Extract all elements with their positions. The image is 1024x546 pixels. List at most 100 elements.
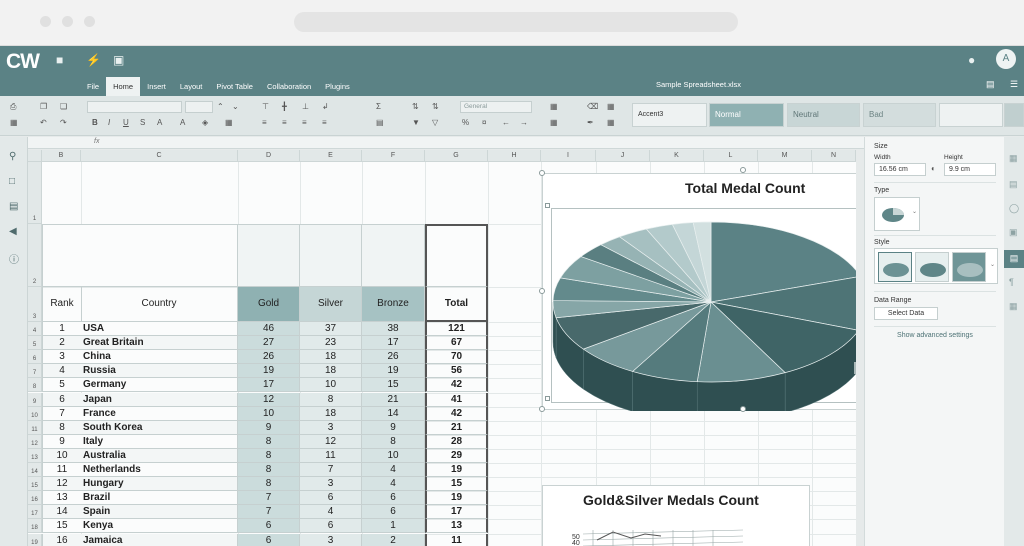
- chart-style-gallery[interactable]: ⌄: [874, 248, 998, 284]
- align-left-icon[interactable]: ≡: [262, 118, 267, 127]
- chart-style-option[interactable]: [878, 252, 912, 282]
- save-icon[interactable]: ▦: [10, 118, 18, 127]
- chart-style-option[interactable]: [915, 252, 949, 282]
- hamburger-menu-icon[interactable]: ☰: [1010, 79, 1019, 89]
- chart-type-select[interactable]: ⌄: [874, 197, 920, 231]
- cell-total[interactable]: 41: [425, 392, 488, 407]
- lightning-icon[interactable]: ⚡: [86, 53, 101, 67]
- sum-icon[interactable]: Σ: [376, 102, 381, 111]
- align-center-icon[interactable]: ≡: [282, 118, 287, 127]
- cell-silver[interactable]: 18: [300, 350, 362, 365]
- row-header-17[interactable]: 17: [28, 505, 42, 520]
- window-close-dot[interactable]: [40, 16, 51, 27]
- text-art-icon[interactable]: ¶: [1009, 277, 1014, 287]
- header-bronze[interactable]: Bronze: [362, 287, 425, 322]
- align-middle-icon[interactable]: ╋: [282, 102, 287, 111]
- style-neutral[interactable]: Neutral: [787, 103, 860, 127]
- chart-style-option[interactable]: [952, 252, 986, 282]
- cell-gold[interactable]: 8: [238, 477, 300, 492]
- row-header-4[interactable]: 4: [28, 322, 42, 337]
- cell-bronze[interactable]: 9: [362, 420, 425, 435]
- image-icon[interactable]: ▣: [113, 53, 125, 67]
- column-header-n[interactable]: N: [812, 150, 856, 162]
- row-header-15[interactable]: 15: [28, 477, 42, 492]
- cell-bronze[interactable]: 1: [362, 519, 425, 534]
- cell-silver[interactable]: 3: [300, 477, 362, 492]
- subscript-icon[interactable]: A: [157, 118, 163, 127]
- shape-settings-icon[interactable]: ◯: [1009, 203, 1020, 213]
- speaker-icon[interactable]: ◀: [9, 226, 17, 237]
- cell-bronze[interactable]: 10: [362, 448, 425, 463]
- cell-rank[interactable]: 15: [42, 519, 82, 534]
- column-header-k[interactable]: K: [650, 150, 704, 162]
- paragraph-settings-icon[interactable]: ▤: [1009, 179, 1018, 189]
- cell-silver[interactable]: 18: [300, 364, 362, 379]
- cell-gold[interactable]: 6: [238, 519, 300, 534]
- pie-chart[interactable]: Total Medal Count: [542, 173, 856, 411]
- plot-handle[interactable]: [545, 203, 550, 208]
- increase-decimal-icon[interactable]: →: [520, 118, 528, 127]
- cell-silver[interactable]: 10: [300, 378, 362, 393]
- vertical-scroll-thumb[interactable]: [854, 362, 856, 374]
- cell-rank[interactable]: 10: [42, 448, 82, 463]
- cell-total[interactable]: 42: [425, 406, 488, 421]
- comments-icon[interactable]: □: [9, 176, 16, 187]
- cell-gold[interactable]: 8: [238, 434, 300, 449]
- cell-total[interactable]: 42: [425, 378, 488, 393]
- cell-gold[interactable]: 8: [238, 463, 300, 478]
- column-header-i[interactable]: I: [541, 150, 596, 162]
- column-header-m[interactable]: M: [758, 150, 812, 162]
- style-bad[interactable]: Bad: [863, 103, 936, 127]
- insert-cells-icon[interactable]: ▦: [550, 102, 558, 111]
- cell-total[interactable]: 13: [425, 519, 488, 534]
- cell-rank[interactable]: 16: [42, 533, 82, 546]
- cell-rank[interactable]: 5: [42, 378, 82, 393]
- cell-bronze[interactable]: 2: [362, 533, 425, 546]
- chart-settings-icon[interactable]: ▤: [1004, 250, 1024, 268]
- font-grow-icon[interactable]: ⌃: [217, 102, 224, 111]
- pie-slice-jamaica[interactable]: [692, 221, 712, 303]
- cell-silver[interactable]: 23: [300, 336, 362, 351]
- user-share-icon[interactable]: ●: [968, 53, 976, 67]
- cell-total[interactable]: 70: [425, 350, 488, 365]
- clear-filter-icon[interactable]: ▽: [432, 118, 439, 127]
- clear-icon[interactable]: ⌫: [587, 102, 599, 111]
- formula-input[interactable]: [106, 137, 862, 148]
- column-header-h[interactable]: H: [488, 150, 541, 162]
- column-header-f[interactable]: F: [362, 150, 425, 162]
- pie-slice-usa[interactable]: [710, 221, 856, 303]
- column-header-b[interactable]: B: [42, 150, 81, 162]
- line-chart[interactable]: Gold&Silver Medals Count 50 40: [542, 485, 810, 546]
- row-header-16[interactable]: 16: [28, 491, 42, 506]
- row-header-3[interactable]: 3: [28, 287, 42, 322]
- cell-country[interactable]: France: [81, 406, 238, 421]
- undo-icon[interactable]: ↶: [40, 118, 47, 127]
- cell-bronze[interactable]: 4: [362, 477, 425, 492]
- column-header-e[interactable]: E: [300, 150, 362, 162]
- filter-icon[interactable]: ▼: [412, 118, 420, 127]
- column-header-g[interactable]: G: [425, 150, 488, 162]
- cell-country[interactable]: Jamaica: [81, 533, 238, 546]
- header-silver[interactable]: Silver: [300, 287, 362, 322]
- row-header-11[interactable]: 11: [28, 420, 42, 435]
- select-data-button[interactable]: Select Data: [874, 307, 938, 320]
- info-icon[interactable]: ⓘ: [9, 255, 19, 266]
- window-minimize-dot[interactable]: [62, 16, 73, 27]
- sort-descending-icon[interactable]: ⇅: [432, 102, 439, 111]
- cell-bronze[interactable]: 19: [362, 364, 425, 379]
- cell-country[interactable]: Kenya: [81, 519, 238, 534]
- cell-rank[interactable]: 14: [42, 505, 82, 520]
- cell-gold[interactable]: 9: [238, 420, 300, 435]
- cell-rank[interactable]: 11: [42, 463, 82, 478]
- cell-total[interactable]: 121: [425, 322, 488, 337]
- empty-cell[interactable]: [425, 224, 488, 287]
- function-icon[interactable]: fx: [94, 138, 100, 145]
- cell-bronze[interactable]: 15: [362, 378, 425, 393]
- percent-icon[interactable]: %: [462, 118, 470, 127]
- cell-bronze[interactable]: 14: [362, 406, 425, 421]
- cell-silver[interactable]: 12: [300, 434, 362, 449]
- tab-insert[interactable]: Insert: [147, 82, 166, 91]
- pie-slice-russia[interactable]: [696, 301, 786, 383]
- cell-silver[interactable]: 6: [300, 519, 362, 534]
- borders-icon[interactable]: ▦: [225, 118, 233, 127]
